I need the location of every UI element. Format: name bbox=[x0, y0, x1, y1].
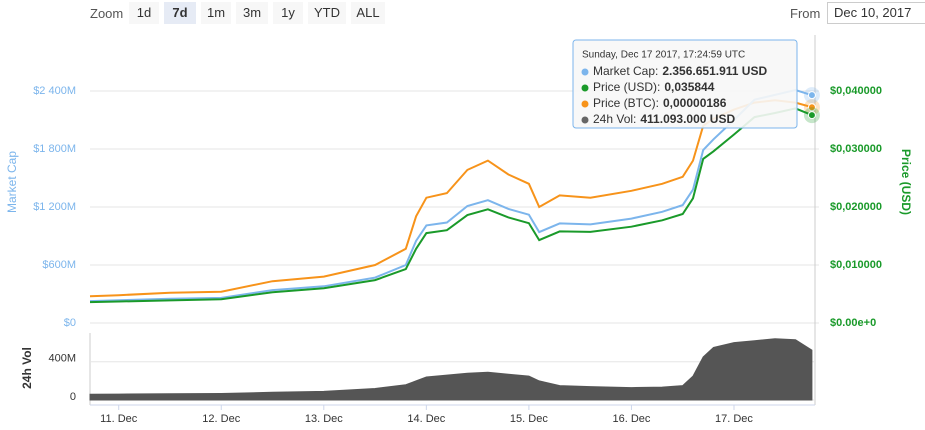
tooltip-row: Price (USD): 0,035844 bbox=[593, 80, 715, 94]
tooltip-label: 24h Vol: bbox=[593, 112, 636, 126]
x-tick-label: 12. Dec bbox=[202, 413, 240, 425]
y2-tick-label: $0.00e+0 bbox=[830, 317, 876, 329]
tooltip-label: Market Cap: bbox=[593, 64, 658, 78]
zoom-label: Zoom bbox=[90, 6, 124, 21]
zoom-button[interactable]: YTD bbox=[308, 2, 346, 24]
tooltip-bullet bbox=[581, 116, 589, 124]
point-marker bbox=[807, 111, 816, 120]
from-input[interactable]: Dec 10, 2017 bbox=[827, 2, 925, 24]
line bbox=[89, 107, 813, 304]
y-tick-label: $2 400M bbox=[33, 85, 76, 97]
y2-tick-label: $0,020000 bbox=[830, 201, 882, 213]
vol-tick-label: 400M bbox=[48, 353, 76, 365]
zoom-button[interactable]: 1d bbox=[129, 2, 159, 24]
zoom-button[interactable]: ALL bbox=[351, 2, 385, 24]
tooltip-label: Price (USD): bbox=[593, 80, 660, 94]
x-tick-label: 16. Dec bbox=[612, 413, 650, 425]
tooltip-row: 24h Vol: 411.093.000 USD bbox=[593, 112, 735, 126]
tooltip-value: 411.093.000 USD bbox=[640, 112, 735, 126]
tooltip-bullet bbox=[581, 68, 589, 76]
x-tick-label: 14. Dec bbox=[407, 413, 445, 425]
tooltip-bullet bbox=[581, 84, 589, 92]
vol-axis-title: 24h Vol bbox=[20, 347, 34, 389]
y-axis-title: Market Cap bbox=[5, 151, 19, 213]
x-tick-label: 17. Dec bbox=[715, 413, 753, 425]
y-tick-label: $600M bbox=[42, 259, 76, 271]
y2-tick-label: $0,030000 bbox=[830, 143, 882, 155]
tooltip-row: Price (BTC): 0,00000186 bbox=[593, 96, 727, 110]
x-tick-label: 15. Dec bbox=[510, 413, 548, 425]
zoom-button[interactable]: 1y bbox=[273, 2, 303, 24]
zoom-button[interactable]: 1m bbox=[201, 2, 231, 24]
tooltip-row: Market Cap: 2.356.651.911 USD bbox=[593, 64, 767, 78]
point-marker bbox=[807, 103, 816, 112]
line bbox=[89, 88, 813, 303]
y-tick-label: $0 bbox=[64, 317, 76, 329]
zoom-button[interactable]: 7d bbox=[164, 2, 196, 24]
area bbox=[89, 338, 813, 401]
from-label: From bbox=[790, 6, 821, 21]
zoom-button[interactable]: 3m bbox=[236, 2, 268, 24]
x-tick-label: 11. Dec bbox=[100, 413, 138, 425]
y2-tick-label: $0,010000 bbox=[830, 259, 882, 271]
y2-axis-title: Price (USD) bbox=[899, 149, 913, 215]
tooltip-value: 0,035844 bbox=[664, 80, 714, 94]
tooltip-header: Sunday, Dec 17 2017, 17:24:59 UTC bbox=[582, 50, 745, 61]
tooltip-value: 2.356.651.911 USD bbox=[662, 64, 767, 78]
tooltip-value: 0,00000186 bbox=[663, 96, 727, 110]
point-marker bbox=[807, 91, 816, 100]
tooltip-label: Price (BTC): bbox=[593, 96, 659, 110]
y-tick-label: $1 800M bbox=[33, 143, 76, 155]
line bbox=[89, 99, 813, 298]
y2-tick-label: $0,040000 bbox=[830, 85, 882, 97]
tooltip-bullet bbox=[581, 100, 589, 108]
vol-tick-label: 0 bbox=[70, 391, 76, 403]
y-tick-label: $1 200M bbox=[33, 201, 76, 213]
x-tick-label: 13. Dec bbox=[305, 413, 343, 425]
tooltip-box bbox=[572, 39, 798, 129]
